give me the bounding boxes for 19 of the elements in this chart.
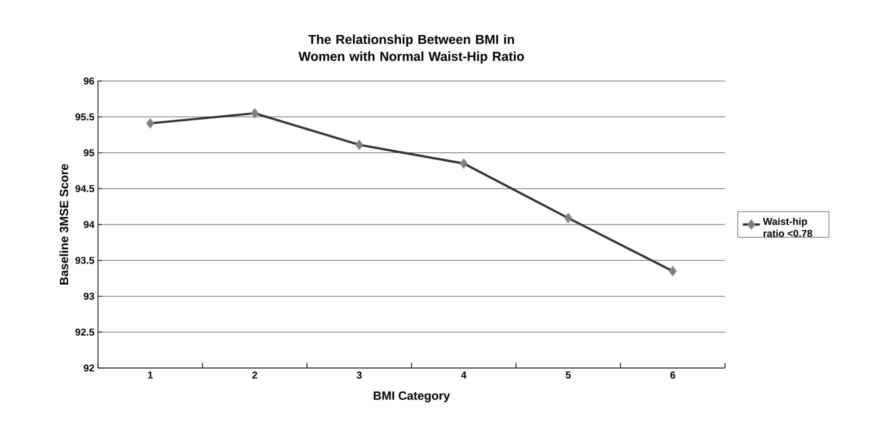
y-tick-label: 95.5 — [75, 113, 94, 120]
y-tick-label: 92 — [84, 364, 94, 372]
y-axis-title: Baseline 3MSE Score — [59, 164, 68, 285]
y-tick-label: 93 — [84, 292, 94, 300]
y-tick-label: 96 — [84, 77, 94, 85]
x-tick-label: 3 — [356, 372, 362, 379]
y-tick-label: 92.5 — [75, 328, 94, 336]
x-tick-label: 5 — [566, 372, 571, 378]
x-tick-label: 1 — [148, 372, 153, 378]
x-axis-title: BMI Category — [374, 391, 450, 402]
y-tick-label: 93.5 — [75, 256, 94, 264]
legend-label: Waist-hip ratio <0.78 — [762, 218, 812, 237]
x-tick-label: 4 — [461, 372, 466, 378]
y-tick-label: 95 — [84, 149, 94, 156]
x-tick-label: 6 — [670, 372, 676, 379]
y-tick-label: 94 — [84, 220, 94, 228]
chart-title: The Relationship Between BMI in Women with Normal Waist-Hip Ratio — [298, 34, 524, 64]
y-tick-label: 94.5 — [75, 185, 94, 192]
x-tick-label: 2 — [252, 372, 258, 378]
